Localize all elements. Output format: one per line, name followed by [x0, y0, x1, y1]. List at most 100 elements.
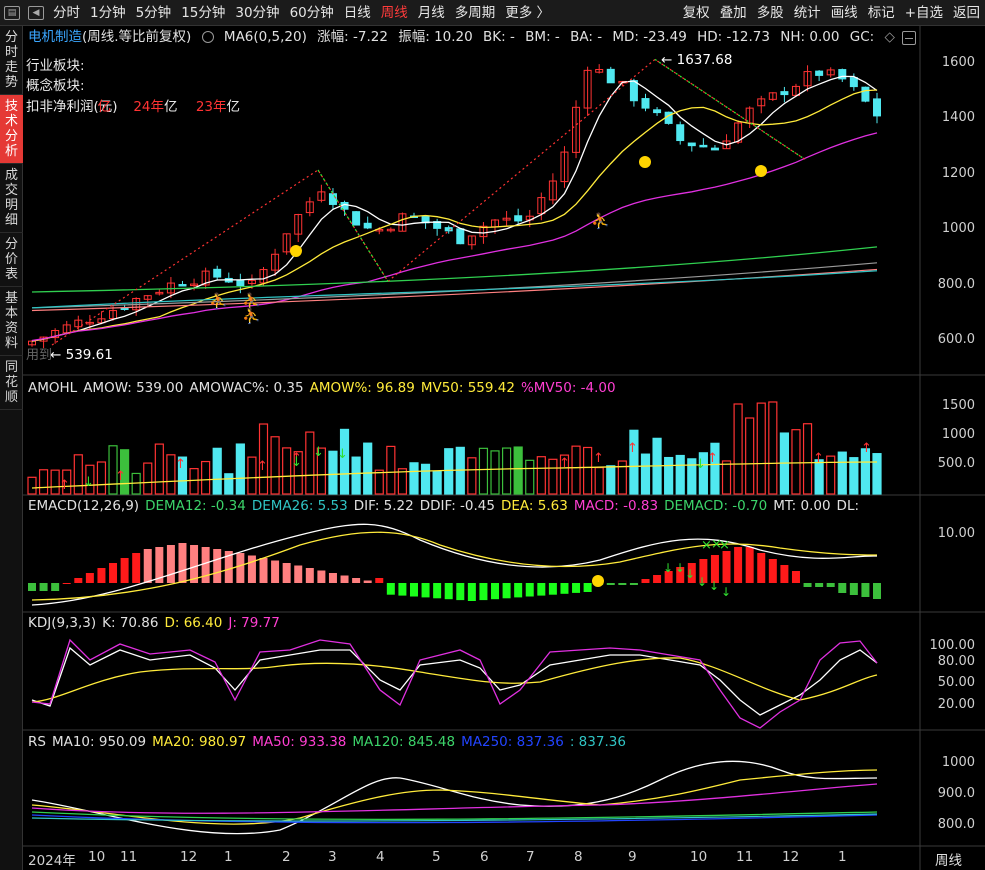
candle-body: [444, 227, 453, 232]
macd-down-arrow: ↓: [663, 561, 673, 575]
period-tab-9[interactable]: 多周期: [454, 4, 496, 21]
toolbar-action-6[interactable]: +自选: [904, 4, 943, 21]
candle-body: [51, 329, 60, 339]
period-tab-3[interactable]: 15分钟: [181, 4, 226, 21]
amo-bar: [96, 461, 107, 495]
candle-body: [803, 71, 812, 87]
runner-icon: ⛹: [242, 291, 261, 310]
x-axis-label-10: 7: [526, 849, 535, 865]
period-label[interactable]: 周线: [935, 853, 962, 869]
amo-bar: [293, 451, 303, 495]
period-tab-6[interactable]: 日线: [343, 4, 371, 21]
amo-bar: [247, 456, 257, 495]
macd-bar: [363, 580, 372, 583]
amo-up-arrow: ↑: [707, 451, 718, 466]
macd-bar: [757, 553, 766, 583]
period-tab-2[interactable]: 5分钟: [135, 4, 172, 21]
amo-bar: [849, 457, 859, 495]
window-menu-icon[interactable]: ▤: [4, 5, 20, 20]
amo-bar: [583, 446, 593, 495]
macd-bar: [317, 570, 326, 583]
macd-legend-item-4: DDIF: -0.45: [419, 498, 495, 514]
period-tab-8[interactable]: 月线: [417, 4, 445, 21]
toolbar-action-4[interactable]: 画线: [830, 4, 858, 21]
sidebar-item-1[interactable]: 技术分析: [0, 95, 23, 164]
macd-bar: [548, 583, 557, 595]
rs-ma50-line: [31, 783, 878, 814]
sidebar-item-4[interactable]: 基本资料: [0, 287, 23, 356]
amo-bar: [571, 445, 581, 495]
macd-bar: [537, 583, 546, 596]
amo-bar: [305, 431, 315, 495]
candle-body: [363, 222, 372, 229]
runner-icon: ⛹: [209, 291, 228, 310]
settings-icon[interactable]: [201, 31, 214, 43]
toolbar-action-2[interactable]: 多股: [756, 4, 784, 21]
back-icon[interactable]: ◀: [28, 5, 44, 20]
candle-body: [143, 295, 152, 300]
candle-body: [305, 201, 314, 214]
macd-bar: [236, 553, 245, 583]
amo-down-arrow: ↓: [83, 475, 94, 490]
amo-bar: [339, 428, 350, 495]
period-tab-7[interactable]: 周线: [380, 4, 408, 21]
period-tab-10[interactable]: 更多 〉: [505, 4, 551, 21]
candle-body: [467, 235, 476, 246]
x-axis-label-9: 6: [480, 849, 489, 865]
minimize-panel-icon[interactable]: [902, 31, 916, 45]
sidebar-item-3[interactable]: 分价表: [0, 233, 23, 287]
x-axis-label-11: 8: [574, 849, 583, 865]
amo-legend-item-3: AMOW%: 96.89: [309, 380, 415, 396]
diamond-icon[interactable]: ◇: [884, 29, 895, 45]
candle-body: [629, 80, 638, 102]
candle-body: [653, 109, 662, 114]
period-tab-5[interactable]: 60分钟: [289, 4, 334, 21]
macd-bar: [97, 568, 106, 583]
change-value: 涨幅: -7.22: [317, 29, 388, 45]
sidebar-item-0[interactable]: 分时走势: [0, 26, 23, 95]
sidebar-item-5[interactable]: 同花顺: [0, 356, 23, 410]
macd-bar: [398, 583, 407, 596]
candle-body: [537, 197, 546, 215]
kdj-legend-item-2: D: 66.40: [164, 615, 223, 631]
period-tab-4[interactable]: 30分钟: [235, 4, 280, 21]
toolbar-action-7[interactable]: 返回: [953, 4, 980, 21]
amo-bar: [675, 454, 685, 495]
macd-down-arrow: ↓: [697, 575, 707, 589]
rs-axis-label-1: 900.0: [937, 786, 975, 801]
period-tab-0[interactable]: 分时: [53, 4, 80, 21]
period-tab-1[interactable]: 1分钟: [90, 4, 126, 21]
macd-bar: [572, 583, 581, 593]
kdj-j-line: [31, 638, 878, 729]
ma-yellow-line: [31, 89, 878, 342]
sidebar-item-2[interactable]: 成交明细: [0, 164, 23, 233]
amo-up-arrow: ↑: [627, 441, 638, 456]
bm-value: BM: -: [525, 29, 560, 45]
macd-bar: [745, 547, 754, 583]
toolbar-action-5[interactable]: 标记: [867, 4, 895, 21]
amo-bar: [733, 403, 743, 495]
toolbar-action-3[interactable]: 统计: [793, 4, 821, 21]
stock-name[interactable]: 电机制造: [28, 29, 82, 45]
amo-bar: [108, 445, 118, 495]
amo-bar: [756, 402, 766, 495]
amo-legend-item-0: AMOHL: [28, 380, 78, 396]
toolbar-action-0[interactable]: 复权: [682, 4, 710, 21]
signal-dot-2: [755, 165, 767, 177]
macd-axis-label-0: 10.00: [937, 526, 975, 541]
amplitude-value: 振幅: 10.20: [398, 29, 473, 45]
amo-up-arrow: ↑: [559, 456, 570, 471]
amo-bar: [73, 454, 83, 495]
toolbar-action-1[interactable]: 叠加: [719, 4, 747, 21]
macd-bar: [120, 558, 129, 583]
amo-bar: [120, 449, 130, 495]
macd-bar: [74, 578, 83, 583]
candle-body: [757, 98, 766, 107]
x-axis-label-12: 9: [628, 849, 637, 865]
amo-bar: [270, 436, 280, 495]
candle-body: [687, 142, 696, 147]
price-axis-label-5: 600.0: [937, 332, 975, 347]
amo-bar: [721, 460, 732, 495]
amo-bar: [420, 463, 431, 495]
